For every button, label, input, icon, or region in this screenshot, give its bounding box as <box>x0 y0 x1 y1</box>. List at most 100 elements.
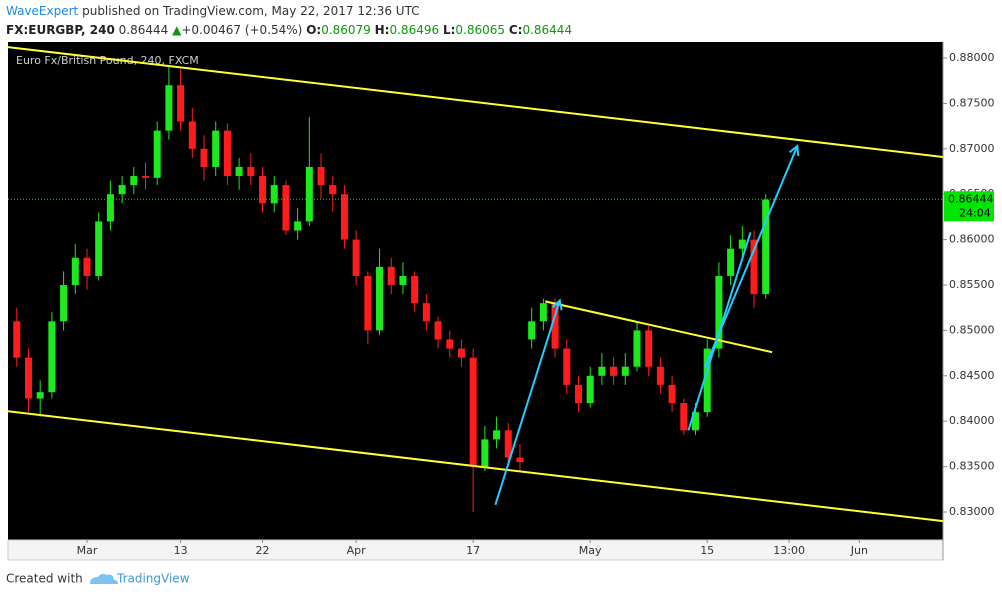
candle-body <box>645 330 653 367</box>
candle-body <box>399 275 407 286</box>
candle-body <box>446 339 454 349</box>
candle-body <box>141 176 150 178</box>
candle-body <box>305 166 313 222</box>
x-tick-label: Mar <box>77 544 98 557</box>
candle-body <box>633 330 641 367</box>
candle-body <box>411 275 419 304</box>
x-tick-label: Jun <box>850 544 868 557</box>
candle-body <box>177 85 185 122</box>
x-tick-label: Apr <box>347 544 367 557</box>
candle-body <box>715 275 723 349</box>
logo <box>90 573 118 584</box>
trend-line <box>7 46 944 158</box>
arrow-head <box>551 298 563 311</box>
c-label: C: <box>509 23 523 37</box>
y-tick-label: 0.85000 <box>949 323 995 336</box>
trend-line <box>544 300 773 354</box>
candle-body <box>317 166 325 186</box>
candle-body <box>223 130 231 177</box>
trend-line <box>703 145 799 369</box>
candle-body <box>387 266 395 286</box>
candle-body <box>738 239 746 249</box>
change: ▲ <box>172 23 182 37</box>
y-tick-label: 0.83500 <box>949 460 995 473</box>
candle-body <box>106 194 114 222</box>
candle-body <box>422 303 430 322</box>
candle-body <box>469 357 477 467</box>
trend-line <box>7 410 944 523</box>
candle-body <box>259 176 267 204</box>
candle-body <box>270 185 278 204</box>
candle-body <box>727 248 735 276</box>
candle-body <box>680 403 688 431</box>
header-line2: FX:EURGBP, 240 0.86444 ▲+0.00467 (+0.54%… <box>6 23 572 37</box>
candle-body <box>329 185 337 195</box>
trend-line <box>494 300 561 506</box>
candle-body <box>364 275 372 331</box>
c: 0.86444 <box>522 23 572 37</box>
o-label: O: <box>306 23 321 37</box>
candle-body <box>165 85 173 131</box>
candle-body <box>457 348 465 358</box>
author[interactable]: WaveExpert <box>6 4 79 18</box>
candle-body <box>539 303 547 322</box>
last-price-label: 0.86444 <box>948 192 994 205</box>
candle-body <box>574 384 582 404</box>
candle-body <box>528 321 536 340</box>
l-label: L: <box>443 23 455 37</box>
candle-body <box>130 176 138 186</box>
x-tick-label: 13:00 <box>773 544 805 557</box>
symbol: FX:EURGBP, 240 <box>6 23 115 37</box>
candle-body <box>294 221 302 231</box>
candle-body <box>13 321 21 358</box>
h-label: H: <box>375 23 390 37</box>
candle-body <box>71 257 79 286</box>
candle-body <box>586 375 594 404</box>
candle-body <box>247 166 255 177</box>
y-tick-label: 0.87500 <box>949 96 995 109</box>
candle-body <box>762 199 770 295</box>
published: published on TradingView.com, May 22, 20… <box>82 4 419 18</box>
candle-body <box>481 439 489 467</box>
candle-body <box>621 366 629 376</box>
header-line1: WaveExpert published on TradingView.com,… <box>6 4 420 18</box>
candle-body <box>48 321 56 393</box>
y-tick-label: 0.88000 <box>949 51 995 64</box>
y-tick-label: 0.83000 <box>949 505 995 518</box>
y-tick-label: 0.85500 <box>949 278 995 291</box>
change: +0.00467 (+0.54%) <box>181 23 302 37</box>
candle-body <box>668 384 676 404</box>
o: 0.86079 <box>321 23 371 37</box>
h: 0.86496 <box>389 23 439 37</box>
candle-body <box>352 239 360 276</box>
candle-body <box>434 321 442 340</box>
candle-body <box>516 457 524 463</box>
candle-body <box>24 357 32 399</box>
candle-body <box>153 130 161 178</box>
countdown: 24:04 <box>959 206 991 219</box>
x-tick-label: 13 <box>174 544 188 557</box>
candle-body <box>340 194 348 240</box>
candle-body <box>235 166 243 177</box>
y-tick-label: 0.86000 <box>949 233 995 246</box>
candle-body <box>750 239 758 295</box>
x-tick-label: May <box>579 544 602 557</box>
footer-brand[interactable]: TradingView <box>116 572 190 586</box>
x-tick-label: 15 <box>700 544 714 557</box>
x-tick-label: 17 <box>466 544 480 557</box>
candle-body <box>703 348 711 413</box>
candle-body <box>200 148 208 167</box>
candle-body <box>691 412 700 431</box>
l: 0.86065 <box>455 23 505 37</box>
candle-body <box>188 121 196 149</box>
candle-body <box>493 430 501 440</box>
x-tick-label: 22 <box>256 544 270 557</box>
candle-body <box>656 366 664 385</box>
chart-title: Euro Fx/British Pound, 240, FXCM <box>16 54 199 67</box>
y-tick-label: 0.87000 <box>949 142 995 155</box>
candle-body <box>95 221 103 276</box>
candle-body <box>551 303 559 349</box>
candle-body <box>212 130 220 167</box>
